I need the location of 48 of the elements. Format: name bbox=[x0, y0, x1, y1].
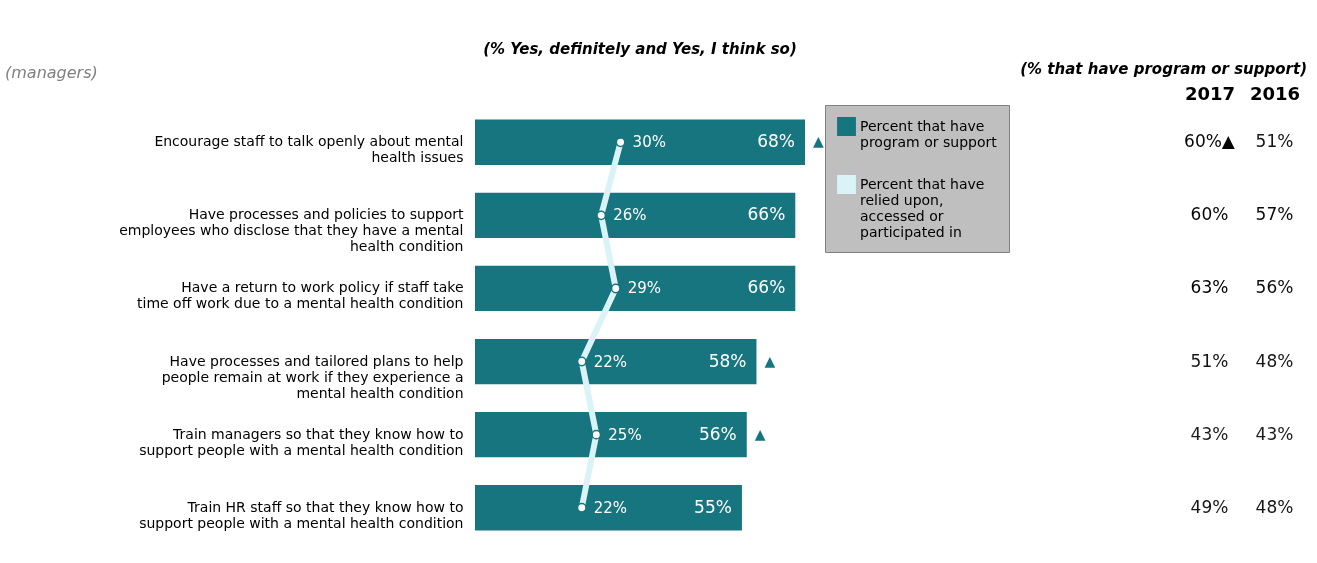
point bbox=[615, 137, 626, 148]
data-label: 48% bbox=[1255, 497, 1294, 518]
data-label: 43% bbox=[1255, 424, 1294, 444]
data-label: 66% bbox=[747, 204, 786, 225]
data-label: 60% bbox=[1190, 204, 1229, 224]
chart-title: (% that have program or support) bbox=[1020, 60, 1307, 78]
bar bbox=[475, 411, 747, 458]
data-label: 60%▲ bbox=[1184, 130, 1236, 151]
data-label: 48% bbox=[1255, 350, 1294, 371]
y-tick-label: Have a return to work policy if staff take time off work due to a mental health condition bbox=[137, 279, 464, 312]
data-label: 25% bbox=[608, 425, 642, 444]
data-label: 29% bbox=[627, 279, 662, 298]
bar bbox=[475, 338, 757, 385]
data-label: 63% bbox=[1190, 277, 1229, 298]
data-label: 43% bbox=[1190, 424, 1229, 444]
data-label: 30% bbox=[632, 133, 666, 152]
data-label: 55% bbox=[694, 496, 732, 517]
data-label: 56% bbox=[698, 423, 737, 444]
data-label: 26% bbox=[613, 206, 647, 225]
text: (managers) bbox=[5, 63, 98, 82]
data-label: 68% bbox=[757, 131, 795, 152]
data-label: 57% bbox=[1255, 204, 1294, 224]
annotation: ▲ bbox=[754, 425, 766, 442]
data-label: 22% bbox=[593, 498, 628, 517]
chart-title: (% Yes, definitely and Yes, I think so) bbox=[483, 40, 797, 58]
annotation: ▲ bbox=[764, 352, 776, 369]
point bbox=[610, 283, 621, 294]
y-tick-label: Train managers so that they know how to support people with a mental health condition bbox=[139, 425, 464, 458]
data-label: 49% bbox=[1190, 497, 1229, 518]
bar bbox=[475, 119, 805, 165]
x-tick-label: 2016 bbox=[1249, 82, 1301, 104]
annotation: ▲ bbox=[813, 133, 824, 150]
y-tick-label: Train HR staff so that they know how to support people with a mental health condition bbox=[139, 498, 464, 531]
y-tick-label: Have processes and policies to support employees who disclose that they have a mental health condition bbox=[119, 206, 464, 255]
y-tick-label: Have processes and tailored plans to help people remain at work if they experience a mental health condition bbox=[161, 352, 464, 401]
bar bbox=[475, 265, 796, 312]
x-tick-label: 2017 bbox=[1184, 82, 1236, 104]
data-label: 22% bbox=[593, 352, 628, 371]
data-label: 51% bbox=[1190, 350, 1229, 371]
data-label: 66% bbox=[747, 277, 786, 298]
bar bbox=[475, 192, 796, 239]
data-label: 58% bbox=[708, 350, 747, 371]
data-label: 56% bbox=[1255, 277, 1294, 298]
data-label: 51% bbox=[1255, 130, 1294, 151]
y-tick-label: Encourage staff to talk openly about mental health issues bbox=[154, 133, 464, 166]
legend-label: Percent that have relied upon, accessed or participated in bbox=[860, 175, 985, 240]
legend-label: Percent that have program or support bbox=[860, 117, 998, 150]
bar bbox=[475, 485, 742, 531]
